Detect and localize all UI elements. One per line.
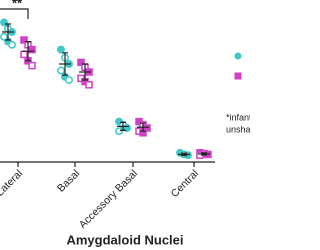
data-point bbox=[8, 40, 16, 49]
error-bar bbox=[5, 23, 11, 41]
x-tick-label: Accessory Basal bbox=[77, 168, 140, 231]
data-point bbox=[115, 127, 123, 136]
significance-label: ** bbox=[12, 0, 23, 10]
error-bar bbox=[181, 152, 187, 157]
legend-marker bbox=[234, 72, 242, 80]
data-point bbox=[143, 124, 151, 132]
data-point bbox=[28, 45, 36, 54]
error-bar bbox=[201, 152, 207, 156]
error-bar bbox=[120, 121, 126, 131]
legend-marker bbox=[234, 52, 242, 60]
data-point bbox=[57, 66, 65, 75]
error-bar bbox=[25, 41, 31, 62]
page: {"chart_data": {"type": "strip", "xlabel… bbox=[0, 0, 250, 248]
note-line: unshad bbox=[226, 124, 250, 134]
data-point bbox=[20, 50, 28, 59]
x-tick-label: Lateral bbox=[0, 168, 25, 199]
error-bar bbox=[62, 52, 68, 76]
data-point bbox=[28, 61, 36, 70]
x-tick-label: Basal bbox=[55, 168, 82, 195]
chart: Amygdaloid Nuclei ** *infant unshad Late… bbox=[0, 0, 250, 247]
x-axis-title: Amygdaloid Nuclei bbox=[66, 232, 183, 247]
error-bar bbox=[82, 63, 88, 81]
data-point bbox=[65, 76, 73, 84]
data-point bbox=[85, 81, 93, 89]
data-point bbox=[0, 32, 8, 41]
error-bar bbox=[140, 122, 146, 132]
significance-bracket bbox=[0, 8, 29, 19]
data-point bbox=[77, 58, 85, 67]
data-point bbox=[20, 36, 28, 44]
note-line: *infant bbox=[226, 112, 250, 122]
data-point bbox=[0, 18, 8, 27]
data-point bbox=[57, 45, 65, 54]
x-tick-label: Central bbox=[169, 168, 201, 200]
